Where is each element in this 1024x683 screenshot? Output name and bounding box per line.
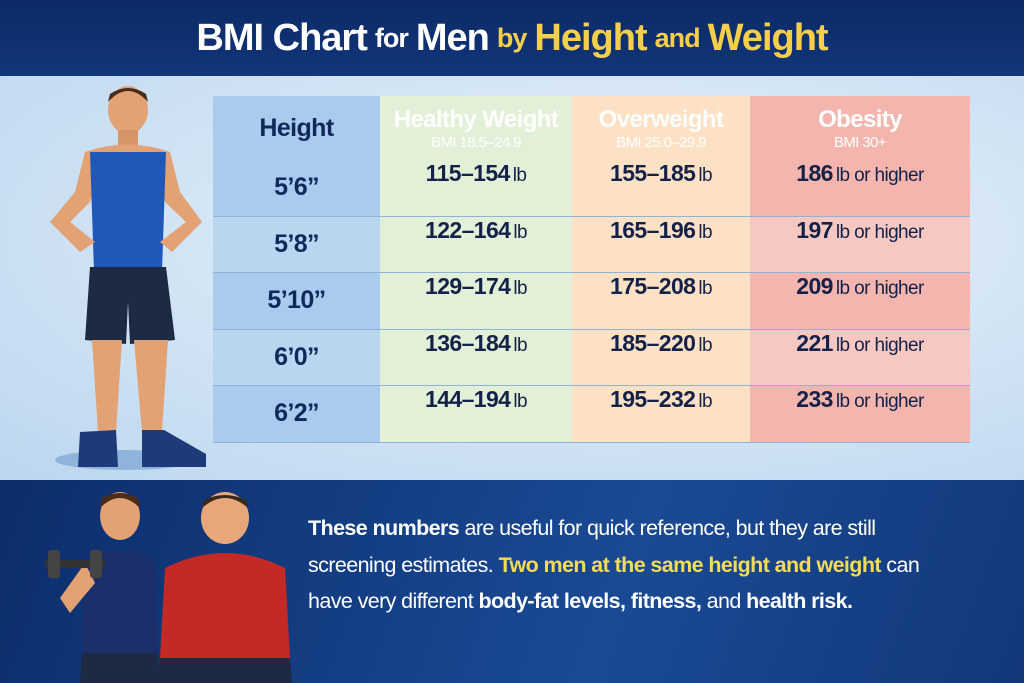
fit-man-illustration (50, 86, 206, 470)
header-height: Height (213, 96, 380, 160)
obesity-suffix: lb or higher (835, 221, 924, 243)
header-healthy: Healthy Weight BMI 18.5–24.9 (380, 96, 572, 160)
header-overweight-bmi: BMI 25.0–29.9 (616, 133, 706, 151)
overweight-range: 185–220 (610, 329, 696, 356)
title-by: by (496, 22, 527, 53)
unit-label: lb (513, 391, 527, 412)
title-men: Men (415, 16, 490, 59)
header-obesity-bmi: BMI 30+ (833, 133, 887, 151)
height-cell: 5’8” (213, 216, 380, 272)
overweight-range: 165–196 (610, 216, 696, 243)
unit-label: lb (513, 334, 527, 356)
obesity-suffix: lb or higher (835, 391, 924, 412)
note-bold-1: These numbers (308, 516, 460, 540)
title-and: and (654, 22, 701, 53)
healthy-cell: 136–184 lb (380, 329, 572, 385)
header-healthy-label: Healthy Weight (393, 105, 559, 133)
note-text-1: are useful for quick reference, but they… (308, 516, 876, 577)
table-row: 6’0” 136–184 lb 185–220 lb 221 lb or higher (213, 329, 970, 386)
healthy-range: 115–154 (425, 160, 511, 186)
overweight-cell: 165–196 lb (572, 216, 750, 272)
title-height: Height (534, 16, 647, 59)
overweight-range: 155–185 (610, 160, 696, 186)
obesity-cell: 221 lb or higher (750, 329, 970, 385)
note-bold-3: health risk. (746, 589, 853, 613)
table-row: 6’2” 144–194 lb 195–232 lb 233 lb or higher (213, 386, 970, 443)
title-for: for (374, 22, 409, 53)
table-row: 5’6” 115–154 lb 155–185 lb 186 lb or higher (213, 160, 970, 217)
disclaimer-text: These numbers are useful for quick refer… (308, 510, 948, 620)
title-bmi-chart: BMI Chart (196, 16, 367, 59)
obesity-threshold: 221 (796, 329, 833, 356)
obesity-suffix: lb or higher (835, 278, 924, 299)
bmi-table: Height Healthy Weight BMI 18.5–24.9 Overw… (213, 96, 970, 443)
obesity-threshold: 233 (796, 386, 833, 412)
note-text-3: and (701, 589, 747, 613)
unit-label: lb (698, 278, 712, 299)
note-bold-2: body-fat levels, fitness, (478, 589, 702, 613)
unit-label: lb (513, 221, 527, 243)
healthy-range: 122–164 (425, 216, 511, 243)
overweight-cell: 185–220 lb (572, 329, 750, 385)
obesity-cell: 197 lb or higher (750, 216, 970, 272)
healthy-range: 144–194 (425, 386, 511, 412)
header-overweight-label: Overweight (598, 105, 724, 133)
title-bar: BMI Chart for Men by Height and Weight (0, 0, 1024, 76)
obesity-cell: 209 lb or higher (750, 273, 970, 329)
header-overweight: Overweight BMI 25.0–29.9 (572, 96, 750, 160)
header-healthy-bmi: BMI 18.5–24.9 (431, 133, 521, 151)
overweight-cell: 155–185 lb (572, 160, 750, 216)
height-cell: 5’6” (213, 160, 380, 216)
header-obesity-label: Obesity (818, 105, 902, 133)
overweight-range: 195–232 (610, 386, 696, 412)
obesity-cell: 186 lb or higher (750, 160, 970, 216)
healthy-range: 136–184 (425, 329, 511, 356)
unit-label: lb (698, 334, 712, 356)
two-men-illustration (45, 492, 292, 683)
obesity-suffix: lb or higher (835, 334, 924, 356)
overweight-cell: 175–208 lb (572, 273, 750, 329)
note-highlight: Two men at the same height and weight (498, 552, 882, 577)
healthy-cell: 122–164 lb (380, 216, 572, 272)
table-row: 5’8” 122–164 lb 165–196 lb 197 lb or higher (213, 216, 970, 273)
unit-label: lb (698, 221, 712, 243)
healthy-range: 129–174 (425, 273, 511, 299)
height-cell: 5’10” (213, 273, 380, 329)
title-weight: Weight (707, 16, 829, 59)
healthy-cell: 144–194 lb (380, 386, 572, 442)
note-text-2: can have very different (308, 552, 920, 614)
obesity-suffix: lb or higher (835, 165, 924, 186)
unit-label: lb (698, 165, 712, 186)
table-header: Height Healthy Weight BMI 18.5–24.9 Overw… (213, 96, 970, 160)
unit-label: lb (513, 278, 527, 299)
obesity-threshold: 209 (796, 273, 833, 299)
unit-label: lb (698, 391, 712, 412)
healthy-cell: 129–174 lb (380, 273, 572, 329)
healthy-cell: 115–154 lb (380, 160, 572, 216)
overweight-cell: 195–232 lb (572, 386, 750, 442)
obesity-threshold: 197 (796, 216, 833, 243)
height-cell: 6’2” (213, 386, 380, 442)
overweight-range: 175–208 (610, 273, 696, 299)
height-cell: 6’0” (213, 329, 380, 385)
header-obesity: Obesity BMI 30+ (750, 96, 970, 160)
obesity-threshold: 186 (796, 160, 833, 186)
unit-label: lb (512, 165, 527, 186)
obesity-cell: 233 lb or higher (750, 386, 970, 442)
table-row: 5’10” 129–174 lb 175–208 lb 209 lb or higher (213, 273, 970, 330)
